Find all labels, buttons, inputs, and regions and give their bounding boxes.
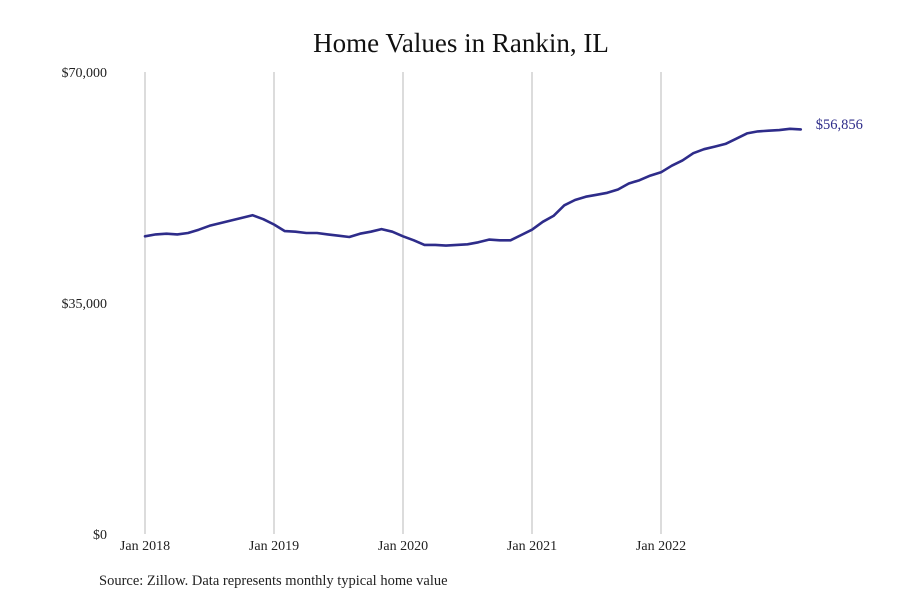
data-point: [284, 230, 286, 232]
data-point: [531, 229, 533, 231]
data-point: [681, 159, 683, 161]
data-point: [509, 239, 511, 241]
y-tick-label: $0: [93, 528, 107, 543]
data-point: [359, 233, 361, 235]
data-point: [466, 243, 468, 245]
data-point: [595, 194, 597, 196]
data-point: [262, 218, 264, 220]
x-tick-label: Jan 2022: [636, 539, 686, 554]
data-point: [144, 235, 146, 237]
series: $56,856: [143, 117, 863, 247]
data-point: [520, 234, 522, 236]
data-point: [380, 228, 382, 230]
source-note: Source: Zillow. Data represents monthly …: [99, 573, 448, 589]
data-point: [477, 241, 479, 243]
data-point: [767, 130, 769, 132]
data-point: [316, 232, 318, 234]
end-value-label: $56,856: [816, 117, 863, 133]
data-point: [402, 235, 404, 237]
data-point: [563, 204, 565, 206]
data-point: [176, 233, 178, 235]
data-point: [703, 148, 705, 150]
data-point: [456, 244, 458, 246]
data-point: [574, 199, 576, 201]
data-point: [273, 223, 275, 225]
x-tick-label: Jan 2018: [120, 539, 170, 554]
data-point: [542, 221, 544, 223]
data-point: [219, 222, 221, 224]
data-point: [746, 132, 748, 134]
data-point: [671, 165, 673, 167]
data-point: [789, 128, 791, 130]
data-point: [724, 143, 726, 145]
data-point: [552, 215, 554, 217]
data-point: [165, 233, 167, 235]
data-point: [348, 236, 350, 238]
y-tick-label: $35,000: [62, 297, 108, 312]
data-point: [230, 219, 232, 221]
data-point: [735, 138, 737, 140]
data-point: [606, 192, 608, 194]
data-point: [251, 214, 253, 216]
x-tick-label: Jan 2019: [249, 539, 299, 554]
data-point: [208, 225, 210, 227]
data-point: [800, 128, 802, 130]
y-tick-label: $70,000: [62, 66, 108, 81]
data-point: [294, 231, 296, 233]
data-point: [445, 244, 447, 246]
data-point: [337, 235, 339, 237]
chart-title: Home Values in Rankin, IL: [313, 28, 609, 58]
data-point: [198, 229, 200, 231]
data-point: [370, 231, 372, 233]
y-axis: $0 $35,000 $70,000: [62, 66, 108, 543]
x-tick-label: Jan 2020: [378, 539, 428, 554]
data-point: [617, 188, 619, 190]
data-point: [757, 130, 759, 132]
x-tick-label: Jan 2021: [507, 539, 557, 554]
data-point: [305, 232, 307, 234]
data-point: [778, 129, 780, 131]
data-point: [423, 244, 425, 246]
data-point: [327, 233, 329, 235]
series-line: [143, 127, 803, 247]
data-point: [585, 196, 587, 198]
x-axis: Jan 2018 Jan 2019 Jan 2020 Jan 2021 Jan 2022: [120, 539, 686, 554]
data-point: [187, 232, 189, 234]
data-point: [488, 238, 490, 240]
data-point: [638, 179, 640, 181]
data-point: [692, 152, 694, 154]
data-point: [499, 239, 501, 241]
data-point: [434, 244, 436, 246]
data-point: [155, 233, 157, 235]
data-point: [391, 231, 393, 233]
data-point: [714, 145, 716, 147]
data-point: [628, 182, 630, 184]
data-point: [413, 239, 415, 241]
data-point: [241, 217, 243, 219]
gridlines: [144, 72, 662, 534]
data-point: [660, 171, 662, 173]
data-point: [649, 174, 651, 176]
